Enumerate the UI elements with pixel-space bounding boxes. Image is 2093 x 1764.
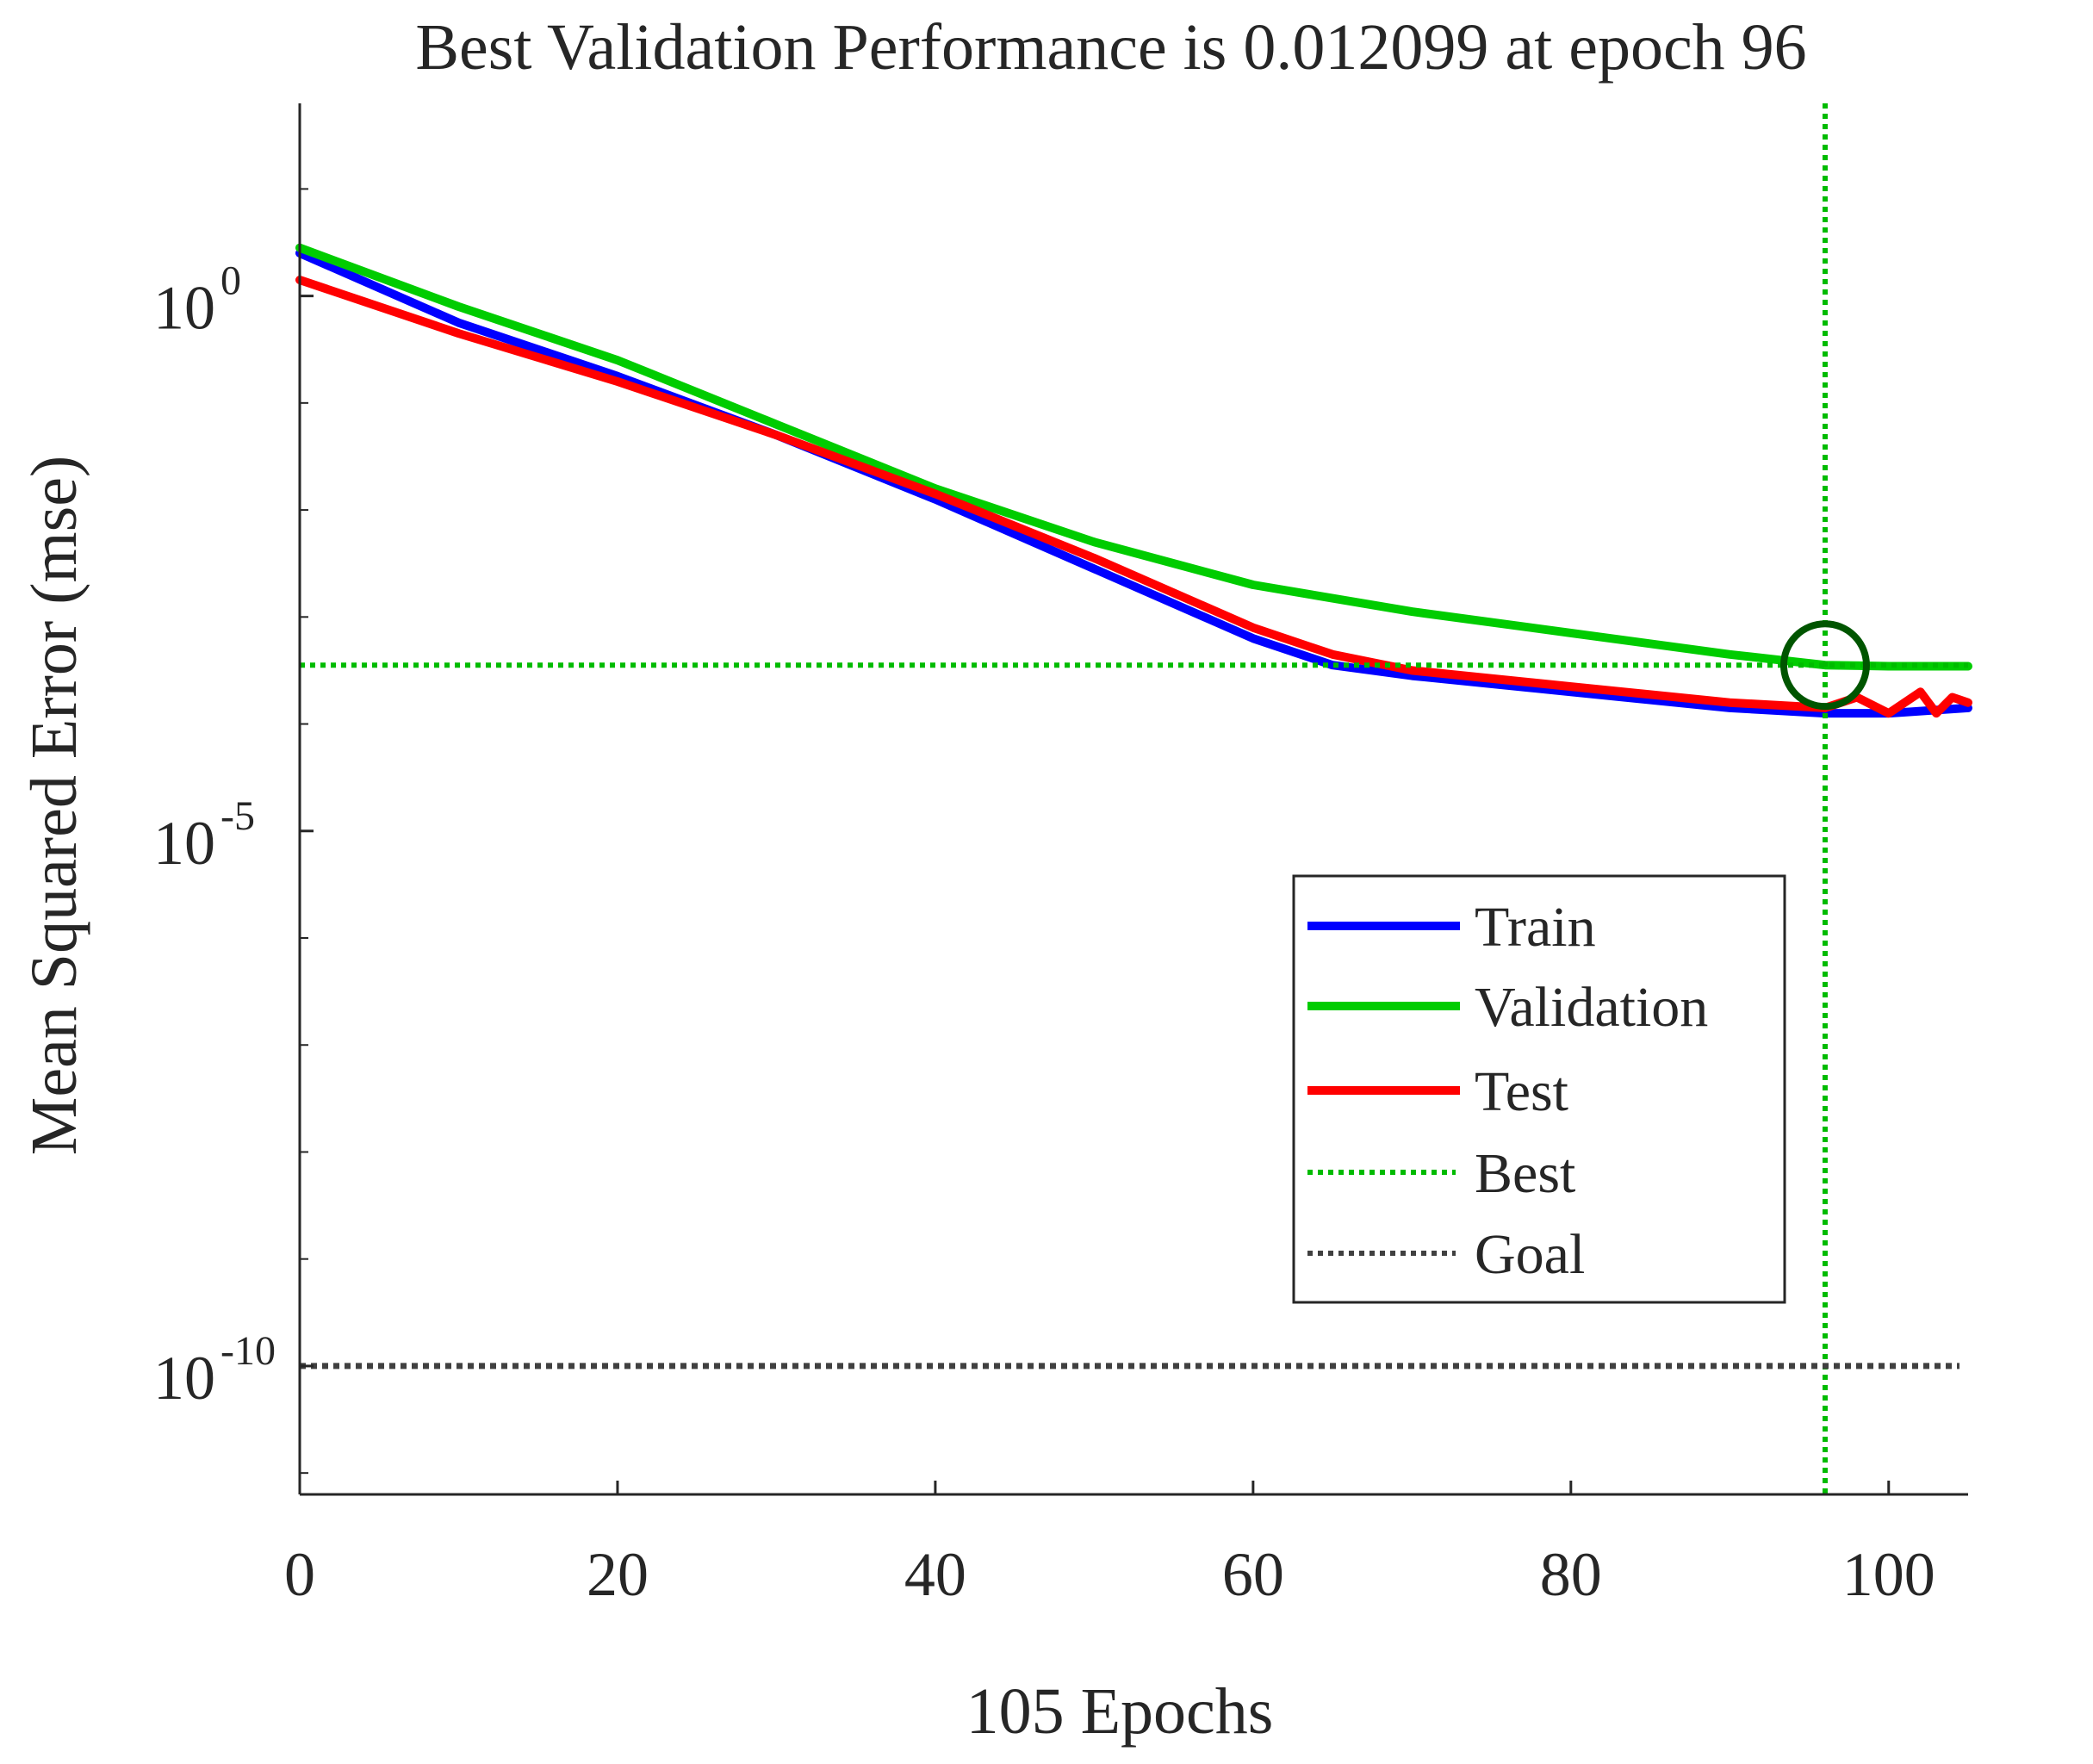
y-tick-label-base: 10: [153, 274, 215, 343]
best-marker-circle: [1779, 620, 1870, 711]
legend-entry-train: Train: [1307, 896, 1596, 959]
x-tick-label: 60: [1222, 1540, 1284, 1609]
y-tick-label-exponent: -5: [220, 793, 255, 839]
x-tick-label: 20: [587, 1540, 649, 1609]
legend-label-test: Test: [1475, 1060, 1568, 1123]
y-tick-label: 10 -5: [153, 793, 255, 878]
legend-entry-best: Best: [1307, 1142, 1575, 1205]
y-tick-label: 10 -10: [153, 1328, 276, 1413]
y-tick-label-exponent: 0: [220, 258, 241, 304]
legend-label-goal: Goal: [1475, 1223, 1585, 1286]
legend-entry-test: Test: [1307, 1060, 1568, 1123]
x-tick-label: 100: [1842, 1540, 1935, 1609]
y-tick-label-exponent: -10: [220, 1328, 276, 1374]
x-tick-label: 80: [1540, 1540, 1602, 1609]
legend-entry-goal: Goal: [1307, 1223, 1585, 1286]
y-tick-label-base: 10: [153, 809, 215, 878]
legend: Train Validation Test Best Goal: [1292, 874, 1786, 1304]
y-tick-label-base: 10: [153, 1344, 215, 1413]
x-tick-label: 40: [904, 1540, 966, 1609]
x-axis-label: 105 Epochs: [966, 1675, 1274, 1748]
y-axis-label: Mean Squared Error (mse): [18, 456, 90, 1155]
y-tick-label: 10 0: [153, 258, 241, 343]
series-line-test: [295, 276, 1972, 718]
x-tick-label: 0: [284, 1540, 315, 1609]
legend-label-best: Best: [1475, 1142, 1575, 1205]
legend-entry-validation: Validation: [1307, 976, 1708, 1039]
legend-label-train: Train: [1475, 896, 1596, 959]
chart-title: Best Validation Performance is 0.012099 …: [415, 11, 1806, 84]
legend-label-validation: Validation: [1475, 976, 1708, 1039]
